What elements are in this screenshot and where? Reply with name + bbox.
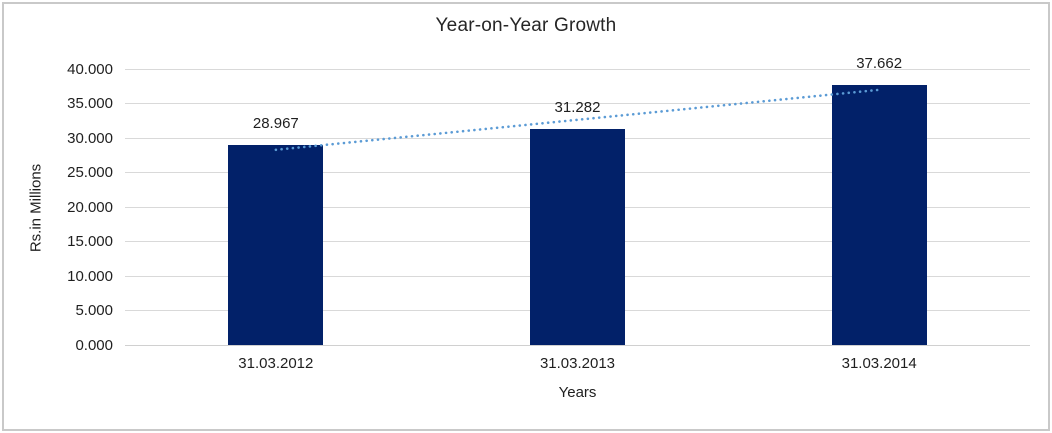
bar-31.03.2013[interactable] — [530, 129, 625, 345]
y-tick-label: 25.000 — [67, 164, 113, 181]
y-tick-label: 20.000 — [67, 198, 113, 216]
x-category-label: 31.03.2014 — [841, 355, 917, 372]
bar-31.03.2014[interactable] — [831, 85, 927, 345]
chart-title: Year-on-Year Growth — [435, 15, 617, 36]
y-tick-label: 30.000 — [67, 129, 113, 147]
bar-value-label: 37.662 — [856, 55, 903, 73]
bar-31.03.2012[interactable] — [228, 145, 324, 345]
y-tick-label: 40.000 — [67, 60, 113, 78]
x-axis-line — [125, 344, 1030, 346]
y-tick-label: 10.000 — [67, 267, 113, 285]
x-axis-title: Years — [558, 384, 597, 401]
x-category-label: 31.03.2013 — [539, 355, 616, 372]
bar-value-label: 31.282 — [554, 99, 601, 117]
y-tick-label: 15.000 — [67, 233, 113, 250]
y-tick-label: 0.000 — [75, 336, 113, 354]
x-category-label: 31.03.2012 — [238, 355, 314, 372]
gridline — [125, 68, 1030, 70]
y-tick-label: 35.000 — [67, 95, 113, 112]
bar-value-label: 28.967 — [252, 115, 299, 133]
y-tick-label: 5.000 — [75, 302, 113, 319]
